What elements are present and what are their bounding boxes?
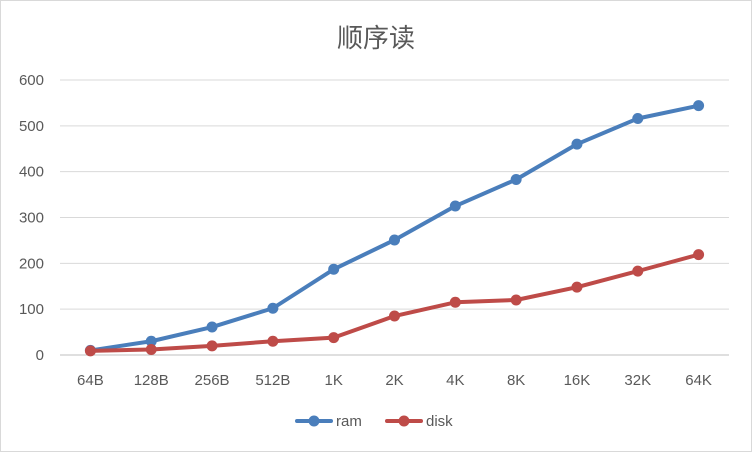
chart-title: 顺序读 [337,24,415,54]
x-tick-label: 1K [325,372,343,389]
series-ram [84,100,705,356]
gridlines [60,79,729,356]
data-point-disk [328,332,340,344]
data-point-ram [693,100,705,112]
data-point-disk [449,296,461,308]
x-axis-ticks: 64B 128B 256B 512B 1K 2K 4K 8K 16K 32K 64K [77,372,712,389]
y-axis-ticks: 0 100 200 300 400 500 600 [19,72,44,364]
data-point-ram [389,234,400,246]
x-tick-label: 8K [507,372,525,389]
legend-swatch-marker [308,415,320,427]
legend-item-ram: ram [295,413,362,430]
data-point-disk [510,294,522,306]
x-tick-label: 4K [446,372,464,389]
data-point-ram [510,173,522,185]
y-tick-label: 400 [19,164,44,181]
data-point-disk [632,265,644,277]
data-point-ram [632,113,644,124]
legend: ram disk [295,413,453,430]
legend-label: ram [336,413,362,430]
x-tick-label: 64K [685,372,712,389]
data-point-ram [328,263,340,275]
data-point-ram [571,138,583,150]
data-point-ram [145,335,157,347]
data-point-disk [389,310,400,322]
data-point-disk [145,344,157,355]
data-point-disk [571,281,583,293]
series-disk [84,249,705,357]
legend-item-disk: disk [385,413,453,430]
y-tick-label: 500 [19,118,44,135]
data-point-disk [693,249,705,261]
series-line-disk [88,252,701,353]
data-point-disk [206,340,218,352]
data-point-ram [267,302,279,314]
x-tick-label: 2K [385,372,403,389]
data-point-ram [449,200,461,212]
data-point-disk [267,335,279,347]
y-tick-label: 0 [36,347,44,364]
x-tick-label: 256B [195,372,230,389]
x-tick-label: 64B [77,372,104,389]
y-tick-label: 300 [19,210,44,227]
legend-label: disk [426,413,453,430]
x-tick-label: 512B [255,372,290,389]
series-layer [84,100,705,357]
y-tick-label: 200 [19,255,44,272]
y-tick-label: 100 [19,301,44,318]
x-tick-label: 128B [134,372,169,389]
legend-swatch-marker [398,415,410,427]
y-tick-label: 600 [19,72,44,89]
data-point-disk [84,345,96,357]
x-tick-label: 32K [624,372,651,389]
data-point-ram [206,321,218,333]
x-tick-label: 16K [564,372,591,389]
